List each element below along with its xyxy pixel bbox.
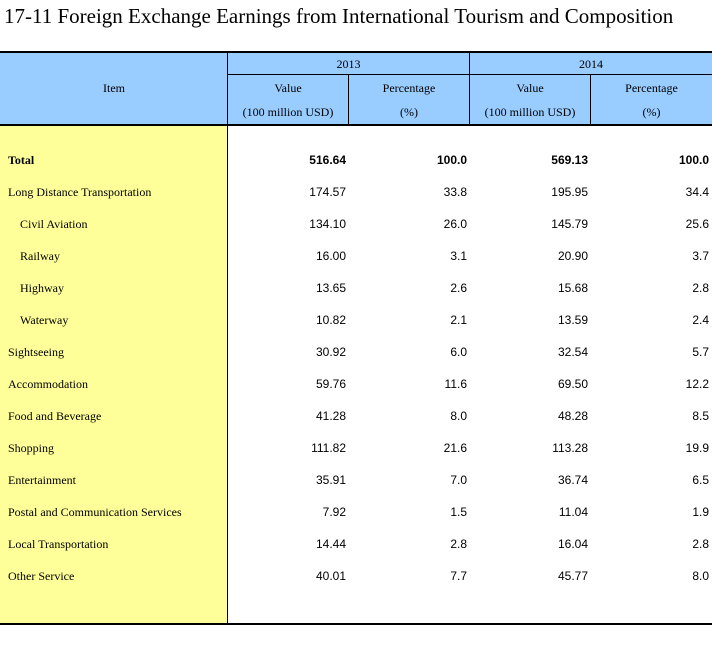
header-value-2013: Value	[274, 81, 302, 95]
row-pct-2013: 11.6	[444, 377, 467, 391]
row-pct-2013: 100.0	[436, 153, 467, 167]
row-pct-2013: 1.5	[450, 505, 467, 519]
row-pct-2014: 8.0	[692, 569, 709, 583]
row-pct-2014: 19.9	[685, 441, 709, 455]
row-pct-2013: 33.8	[443, 185, 467, 199]
row-pct-2014: 5.7	[692, 345, 709, 359]
row-value-2013: 14.44	[315, 537, 346, 551]
header-top-rule	[0, 51, 712, 53]
row-value-2014: 13.59	[557, 313, 588, 327]
header-value-unit-2014: (100 million USD)	[484, 105, 576, 119]
row-pct-2014: 8.5	[692, 409, 709, 423]
row-pct-2013: 6.0	[450, 345, 467, 359]
row-pct-2013: 3.1	[450, 249, 467, 263]
row-value-2014: 195.95	[551, 185, 588, 199]
row-pct-2014: 6.5	[692, 473, 709, 487]
row-item-label: Railway	[20, 249, 60, 263]
row-value-2014: 11.04	[558, 505, 588, 519]
row-pct-2014: 25.6	[685, 217, 709, 231]
row-item-label: Other Service	[8, 569, 75, 583]
row-pct-2013: 8.0	[450, 409, 467, 423]
row-value-2014: 48.28	[557, 409, 588, 423]
row-pct-2014: 1.9	[692, 505, 709, 519]
row-pct-2013: 21.6	[443, 441, 467, 455]
item-divider	[227, 51, 228, 624]
row-value-2013: 16.00	[315, 249, 346, 263]
row-pct-2013: 2.8	[450, 537, 467, 551]
year-rule	[228, 74, 712, 75]
row-pct-2014: 100.0	[678, 153, 709, 167]
header-bottom-rule	[0, 124, 712, 126]
header-pct-2014: Percentage	[625, 81, 678, 95]
page-title: 17-11 Foreign Exchange Earnings from Int…	[4, 4, 674, 28]
row-item-label: Waterway	[20, 313, 69, 327]
header-year-2014: 2014	[579, 57, 603, 71]
row-item-label: Total	[8, 153, 35, 167]
row-pct-2013: 26.0	[443, 217, 467, 231]
row-pct-2013: 2.1	[450, 313, 467, 327]
header-item: Item	[103, 81, 125, 95]
row-pct-2014: 3.7	[692, 249, 709, 263]
row-value-2014: 45.77	[557, 569, 588, 583]
row-item-label: Long Distance Transportation	[8, 185, 152, 199]
row-value-2013: 30.92	[315, 345, 346, 359]
row-value-2014: 15.68	[557, 281, 588, 295]
data-table: Item 2013 2014 Value (100 million USD) P…	[0, 51, 712, 625]
row-item-label: Accommodation	[8, 377, 88, 391]
row-value-2013: 10.82	[315, 313, 346, 327]
row-value-2014: 569.13	[551, 153, 588, 167]
row-item-label: Entertainment	[8, 473, 76, 487]
row-value-2013: 174.57	[309, 185, 346, 199]
row-value-2014: 36.74	[557, 473, 588, 487]
row-value-2013: 59.76	[315, 377, 346, 391]
row-value-2013: 40.01	[315, 569, 346, 583]
row-pct-2013: 2.6	[450, 281, 467, 295]
row-item-label: Sightseeing	[8, 345, 64, 359]
table-bottom-rule	[0, 623, 712, 625]
row-pct-2013: 7.7	[450, 569, 467, 583]
row-value-2013: 41.28	[315, 409, 346, 423]
row-item-label: Food and Beverage	[8, 409, 102, 423]
row-pct-2014: 2.8	[692, 537, 709, 551]
row-value-2013: 111.82	[311, 441, 346, 455]
header-value-2014: Value	[516, 81, 544, 95]
row-value-2014: 113.28	[552, 441, 588, 455]
row-pct-2014: 34.4	[685, 185, 709, 199]
row-value-2014: 32.54	[557, 345, 588, 359]
row-item-label: Civil Aviation	[20, 217, 88, 231]
col-divider-2014	[590, 74, 591, 124]
row-value-2014: 145.79	[551, 217, 588, 231]
row-value-2013: 35.91	[315, 473, 346, 487]
row-value-2013: 516.64	[309, 153, 346, 167]
row-pct-2013: 7.0	[450, 473, 467, 487]
row-value-2014: 16.04	[557, 537, 588, 551]
header-pct-unit-2014: (%)	[642, 105, 661, 119]
row-value-2013: 7.92	[322, 505, 346, 519]
header-value-unit-2013: (100 million USD)	[242, 105, 334, 119]
row-value-2014: 20.90	[557, 249, 588, 263]
col-divider-2013	[348, 74, 349, 124]
row-value-2013: 134.10	[309, 217, 346, 231]
header-pct-2013: Percentage	[382, 81, 436, 95]
row-pct-2014: 12.2	[685, 377, 709, 391]
row-item-label: Postal and Communication Services	[8, 505, 182, 519]
header-pct-unit-2013: (%)	[400, 105, 418, 119]
year-divider	[469, 51, 470, 125]
row-pct-2014: 2.8	[692, 281, 709, 295]
table-header	[0, 51, 712, 125]
row-item-label: Highway	[20, 281, 64, 295]
row-value-2013: 13.65	[315, 281, 346, 295]
row-item-label: Shopping	[8, 441, 55, 455]
header-year-2013: 2013	[336, 57, 361, 71]
item-column-background	[0, 125, 228, 623]
row-value-2014: 69.50	[557, 377, 588, 391]
row-item-label: Local Transportation	[8, 537, 109, 551]
row-pct-2014: 2.4	[692, 313, 709, 327]
